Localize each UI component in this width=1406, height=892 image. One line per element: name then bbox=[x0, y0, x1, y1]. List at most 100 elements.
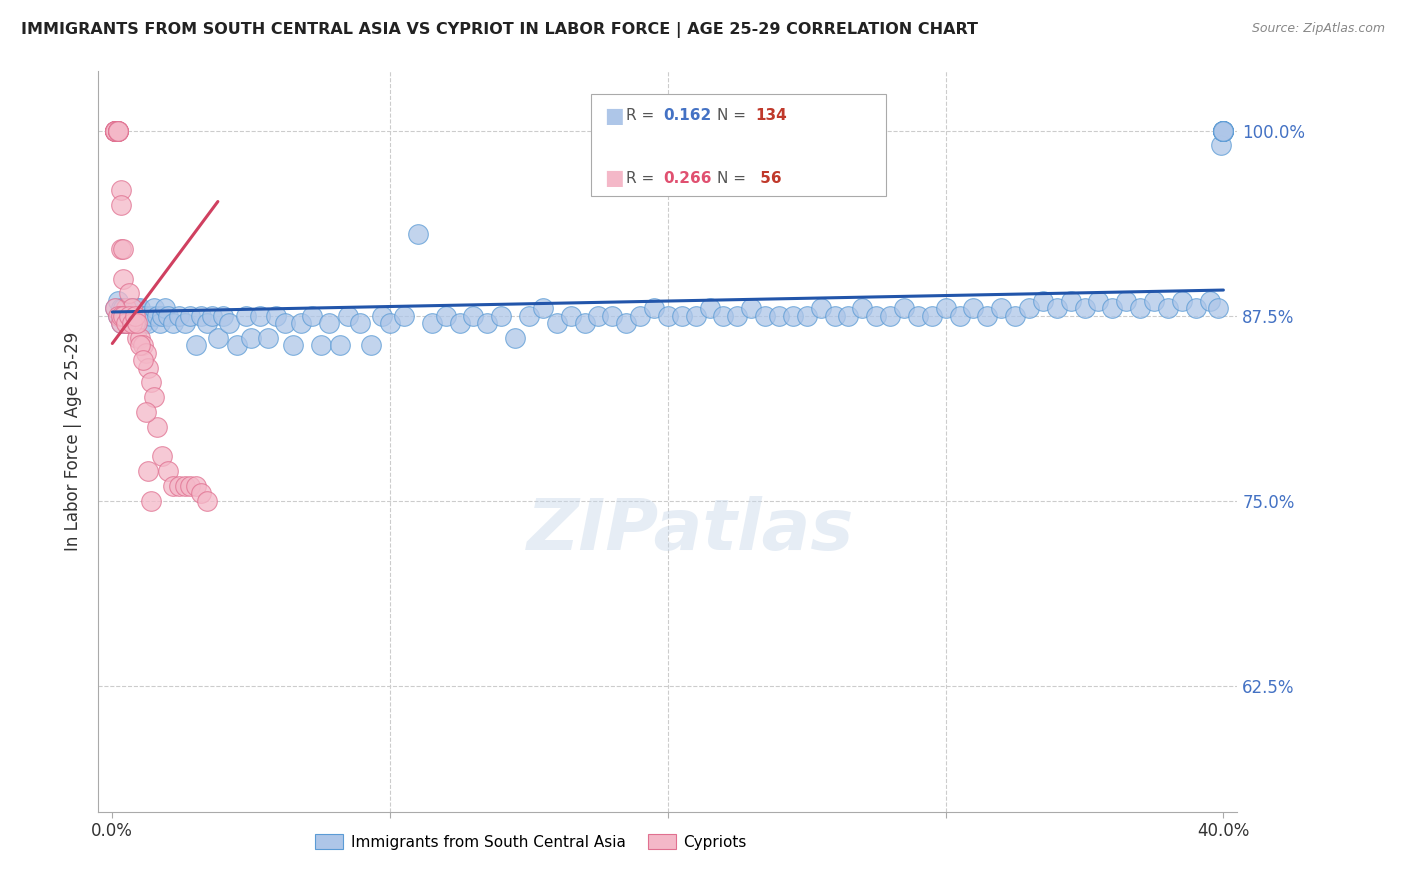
Point bbox=[360, 338, 382, 352]
Point bbox=[110, 309, 132, 323]
Point bbox=[104, 301, 127, 316]
Point bbox=[115, 316, 138, 330]
Point bbox=[378, 316, 401, 330]
Point bbox=[1059, 293, 1081, 308]
Point bbox=[127, 309, 149, 323]
Point bbox=[145, 309, 167, 323]
Point bbox=[156, 464, 179, 478]
Point bbox=[132, 316, 155, 330]
Point bbox=[921, 309, 943, 323]
Point bbox=[107, 123, 129, 137]
Point bbox=[115, 301, 138, 316]
Text: R =: R = bbox=[626, 109, 659, 123]
Point bbox=[127, 316, 149, 330]
Point bbox=[754, 309, 776, 323]
Point bbox=[740, 301, 762, 316]
Point bbox=[173, 316, 195, 330]
Point bbox=[392, 309, 415, 323]
Point bbox=[725, 309, 748, 323]
Point bbox=[976, 309, 998, 323]
Point bbox=[127, 331, 149, 345]
Point bbox=[110, 197, 132, 211]
Point bbox=[112, 309, 135, 323]
Point bbox=[124, 309, 146, 323]
Point bbox=[1212, 123, 1234, 137]
Point bbox=[1046, 301, 1069, 316]
Point bbox=[824, 309, 846, 323]
Point bbox=[1143, 293, 1166, 308]
Point bbox=[115, 316, 138, 330]
Point bbox=[1157, 301, 1180, 316]
Point bbox=[179, 479, 201, 493]
Point bbox=[893, 301, 915, 316]
Point bbox=[371, 309, 394, 323]
Point bbox=[138, 464, 160, 478]
Point bbox=[141, 376, 163, 390]
Point bbox=[329, 338, 352, 352]
Point bbox=[1115, 293, 1137, 308]
Point bbox=[240, 331, 263, 345]
Point bbox=[156, 309, 179, 323]
Point bbox=[318, 316, 340, 330]
Point bbox=[173, 479, 195, 493]
Point bbox=[143, 390, 166, 404]
Point bbox=[107, 309, 129, 323]
Point bbox=[195, 493, 218, 508]
Point bbox=[1212, 123, 1234, 137]
Point bbox=[110, 316, 132, 330]
Point bbox=[546, 316, 568, 330]
Point bbox=[107, 123, 129, 137]
Point bbox=[851, 301, 873, 316]
Point bbox=[1212, 123, 1234, 137]
Point bbox=[150, 309, 173, 323]
Point bbox=[1032, 293, 1054, 308]
Text: 134: 134 bbox=[755, 109, 787, 123]
Text: 0.162: 0.162 bbox=[664, 109, 711, 123]
Point bbox=[184, 338, 207, 352]
Point bbox=[1212, 123, 1234, 137]
Point bbox=[104, 123, 127, 137]
Point bbox=[600, 309, 623, 323]
Point bbox=[112, 271, 135, 285]
Point bbox=[1209, 138, 1232, 153]
Point bbox=[1212, 123, 1234, 137]
Text: R =: R = bbox=[626, 171, 659, 186]
Point bbox=[463, 309, 485, 323]
Point bbox=[290, 316, 312, 330]
Point bbox=[531, 301, 554, 316]
Point bbox=[104, 123, 127, 137]
Point bbox=[124, 301, 146, 316]
Point bbox=[167, 309, 190, 323]
Point bbox=[517, 309, 540, 323]
Point bbox=[112, 301, 135, 316]
Point bbox=[110, 309, 132, 323]
Point bbox=[118, 309, 141, 323]
Point bbox=[643, 301, 665, 316]
Point bbox=[132, 338, 155, 352]
Point bbox=[273, 316, 295, 330]
Point bbox=[699, 301, 721, 316]
Point bbox=[148, 316, 170, 330]
Point bbox=[434, 309, 457, 323]
Point bbox=[574, 316, 596, 330]
Point bbox=[218, 316, 240, 330]
Point bbox=[143, 301, 166, 316]
Point bbox=[162, 316, 184, 330]
Point bbox=[796, 309, 818, 323]
Point bbox=[1018, 301, 1040, 316]
Point bbox=[115, 316, 138, 330]
Point bbox=[962, 301, 984, 316]
Text: IMMIGRANTS FROM SOUTH CENTRAL ASIA VS CYPRIOT IN LABOR FORCE | AGE 25-29 CORRELA: IMMIGRANTS FROM SOUTH CENTRAL ASIA VS CY… bbox=[21, 22, 979, 38]
Point bbox=[614, 316, 637, 330]
Point bbox=[110, 316, 132, 330]
Point bbox=[281, 338, 304, 352]
Point bbox=[107, 123, 129, 137]
Point bbox=[138, 360, 160, 375]
Text: N =: N = bbox=[717, 109, 751, 123]
Point bbox=[141, 309, 163, 323]
Point bbox=[121, 316, 143, 330]
Point bbox=[588, 309, 610, 323]
Point bbox=[1087, 293, 1109, 308]
Text: ■: ■ bbox=[605, 169, 624, 188]
Point bbox=[349, 316, 371, 330]
